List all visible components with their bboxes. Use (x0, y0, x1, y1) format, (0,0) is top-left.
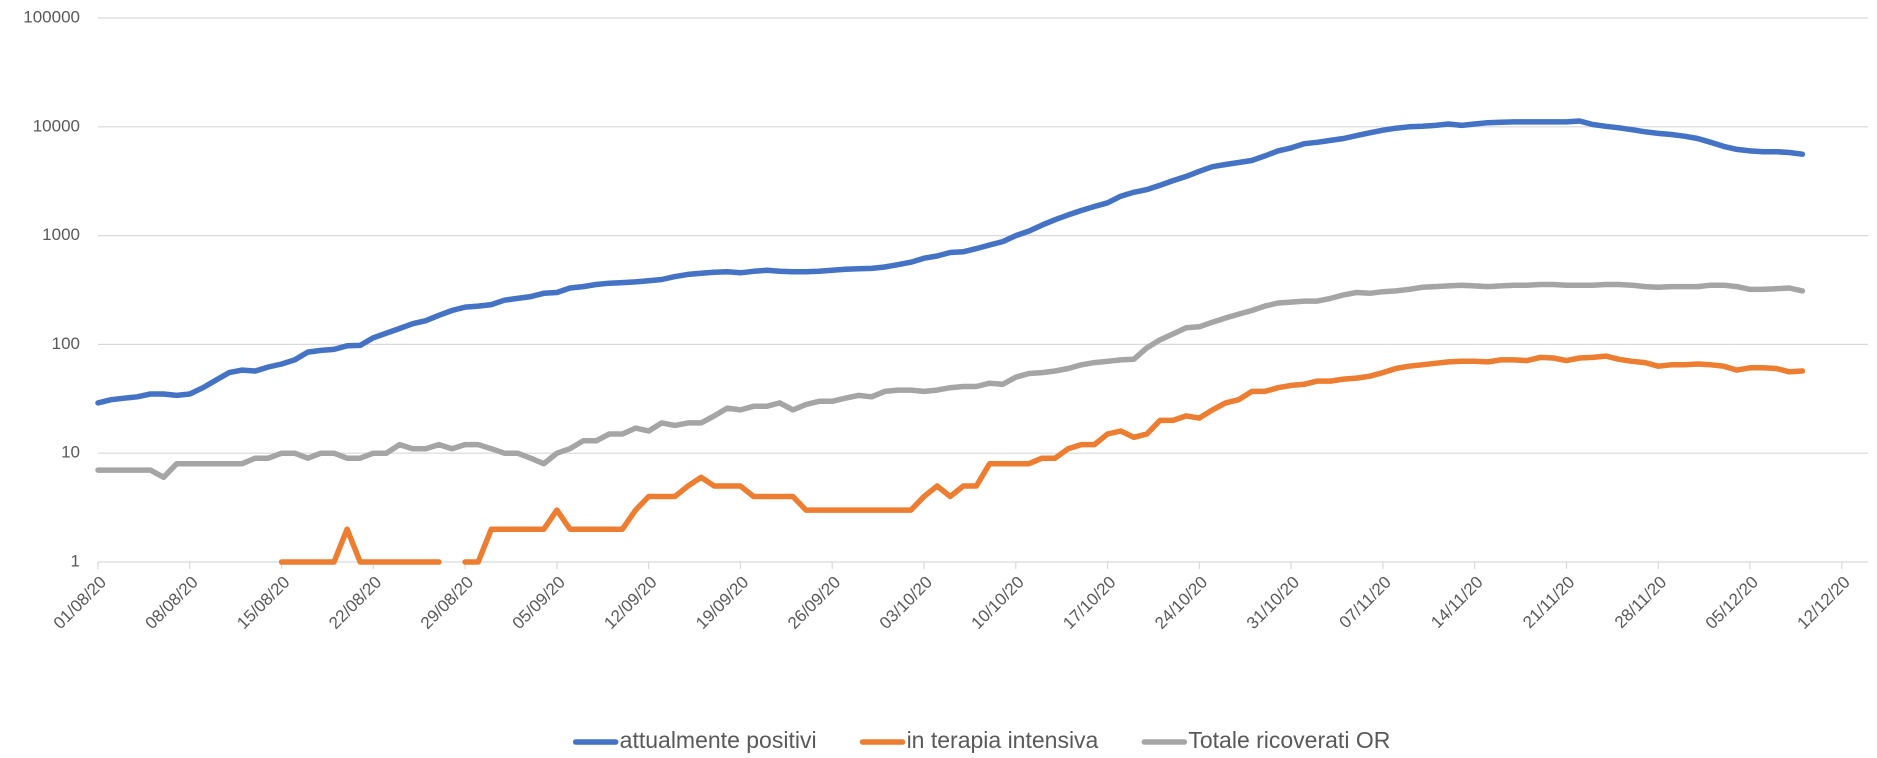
x-tick-label: 28/11/20 (1611, 573, 1670, 632)
x-tick-label: 31/10/20 (1243, 573, 1303, 633)
x-tick-label: 12/12/20 (1794, 573, 1854, 633)
x-tick-label: 26/09/20 (784, 573, 844, 633)
x-tick-label: 10/10/20 (968, 573, 1028, 633)
x-tick-label: 01/08/20 (50, 573, 110, 633)
x-tick-label: 19/09/20 (692, 573, 752, 633)
x-tick-label: 24/10/20 (1151, 573, 1211, 633)
x-tick-label: 22/08/20 (325, 573, 385, 633)
x-tick-label: 07/11/20 (1336, 573, 1395, 632)
data-line (95, 118, 1806, 406)
legend-label: Totale ricoverati OR (1188, 727, 1390, 753)
x-tick-label: 29/08/20 (417, 573, 477, 633)
data-line (95, 281, 1806, 481)
x-tick-label: 21/11/20 (1519, 573, 1578, 632)
x-tick-label: 08/08/20 (142, 573, 202, 633)
x-tick-label: 14/11/20 (1427, 573, 1486, 632)
x-tick-label: 05/09/20 (509, 573, 569, 633)
y-tick-label: 1 (71, 551, 80, 570)
y-tick-label: 1000 (42, 225, 80, 244)
y-tick-label: 100000 (23, 7, 80, 26)
legend-label: attualmente positivi (620, 727, 817, 753)
x-tick-label: 12/09/20 (600, 573, 660, 633)
y-tick-label: 10000 (33, 116, 80, 135)
x-tick-label: 05/12/20 (1702, 573, 1762, 633)
data-line (278, 353, 1806, 565)
x-tick-label: 15/08/20 (233, 573, 293, 633)
x-tick-label: 03/10/20 (876, 573, 936, 633)
y-tick-label: 10 (61, 443, 80, 462)
y-tick-label: 100 (52, 334, 80, 353)
legend-label: in terapia intensiva (907, 727, 1099, 753)
x-tick-label: 17/10/20 (1059, 573, 1119, 633)
legend: attualmente positivi in terapia intensiva… (572, 727, 1390, 753)
